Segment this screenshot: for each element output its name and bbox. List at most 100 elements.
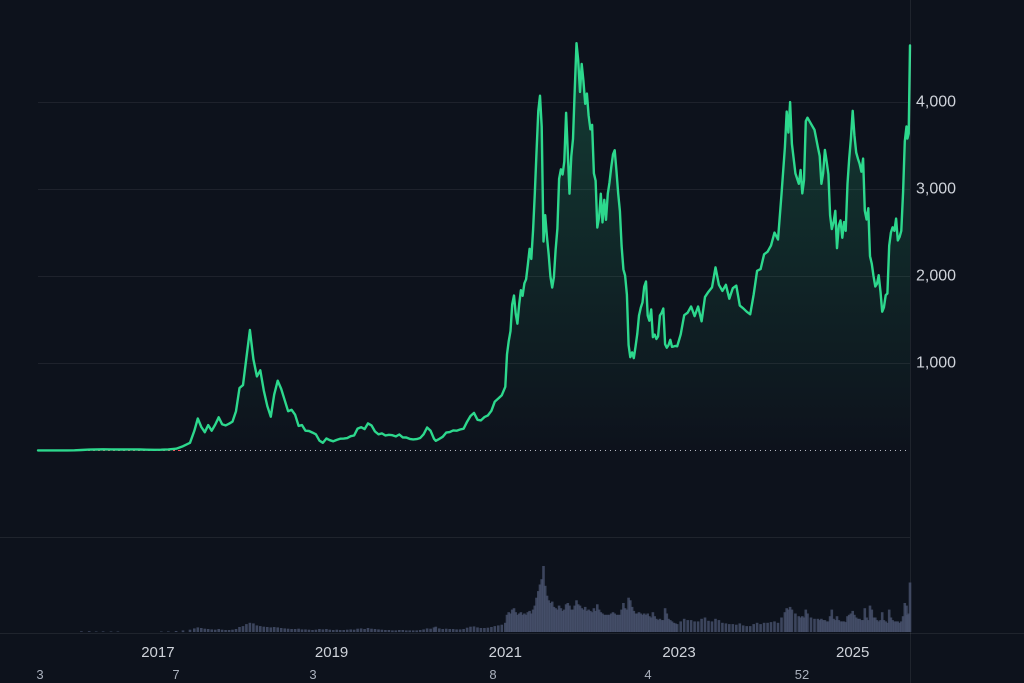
volume-bar [821, 620, 825, 632]
volume-bar [87, 631, 91, 632]
volume-bar [644, 614, 648, 632]
volume-bar [415, 630, 418, 633]
volume-bar [670, 621, 674, 632]
volume-bar [877, 621, 880, 632]
volume-bar [835, 616, 839, 632]
volume-bar [80, 631, 83, 632]
volume-bar [889, 617, 893, 632]
volume-bar [675, 624, 679, 632]
volume-bar [479, 628, 483, 632]
volume-bar [861, 620, 865, 632]
volume-bar [589, 610, 592, 632]
volume-bar [472, 626, 476, 632]
volume-bar [804, 609, 808, 632]
volume-bar [394, 630, 398, 633]
volume-bar [594, 610, 597, 632]
volume-bar [623, 608, 627, 632]
volume-bar [557, 605, 561, 632]
volume-bar [167, 631, 170, 632]
volume-bar [637, 612, 641, 632]
volume-bar [785, 608, 788, 632]
volume-bar [101, 631, 105, 632]
volume-bar [547, 600, 550, 632]
volume-bar [373, 629, 377, 632]
x-axis-partial-label: 8 [489, 667, 496, 682]
volume-bar [458, 629, 462, 632]
volume-bar [200, 628, 203, 632]
volume-bar [519, 612, 523, 632]
volume-bar [523, 613, 526, 632]
volume-bar [332, 630, 335, 632]
volume-bar [422, 629, 425, 632]
volume-bar [528, 610, 531, 632]
volume-bar [279, 628, 283, 632]
volume-bar [636, 613, 639, 632]
volume-bar [679, 621, 682, 632]
volume-bar [543, 585, 547, 632]
volume-bar [608, 614, 611, 632]
volume-bar [465, 627, 469, 632]
volume-bar [604, 614, 608, 632]
volume-bar [509, 613, 512, 632]
volume-bar [338, 630, 342, 632]
volume-bar [380, 629, 384, 632]
volume-bar [648, 616, 651, 632]
volume-bar [802, 617, 806, 632]
volume-bar [823, 620, 827, 632]
volume-bar [599, 612, 603, 632]
volume-bar [293, 629, 297, 632]
volume-bar [839, 621, 842, 632]
volume-bar [304, 629, 307, 632]
volume-bar [731, 624, 735, 632]
volume-bar [620, 609, 623, 632]
volume-bar [597, 609, 601, 632]
volume-bar [759, 624, 762, 632]
volume-bar [564, 604, 568, 632]
volume-bar [832, 618, 835, 632]
volume-bar [672, 622, 676, 632]
volume-bar [639, 613, 643, 632]
volume-bar [585, 610, 589, 632]
x-axis-tick-label: 2023 [662, 644, 695, 661]
volume-bar [328, 629, 332, 632]
volume-bar [418, 630, 422, 632]
volume-bar [318, 629, 321, 632]
volume-bar [686, 620, 689, 632]
volume-bar [193, 628, 196, 632]
volume-bar [514, 612, 517, 632]
volume-bar [880, 612, 884, 632]
volume-bar [651, 612, 655, 632]
volume-bar [860, 620, 863, 632]
volume-bar [893, 621, 896, 632]
volume-bar [356, 628, 359, 632]
volume-bar [794, 613, 797, 632]
price-line [36, 42, 912, 452]
volume-bar [582, 609, 585, 632]
volume-bar [234, 629, 238, 632]
volume-bar [533, 605, 537, 632]
volume-bar [116, 631, 120, 632]
volume-bar [755, 622, 759, 632]
volume-bar [625, 609, 629, 632]
volume-bar [703, 617, 707, 632]
volume-bar [352, 629, 356, 632]
volume-bar [583, 606, 587, 632]
volume-bar [94, 631, 98, 632]
volume-bar [632, 610, 636, 632]
volume-bar [174, 631, 178, 632]
volume-bar [429, 628, 432, 632]
volume-bar [721, 622, 724, 632]
volume-bar [231, 629, 234, 632]
volume-bar [540, 579, 543, 632]
volume-bar [571, 609, 575, 632]
volume-bar [196, 627, 200, 632]
volume-bar [627, 597, 630, 632]
volume-bar [345, 629, 349, 632]
volume-bar [425, 628, 429, 632]
volume-bar [580, 608, 583, 632]
volume-bar [363, 629, 366, 632]
x-axis-partial-label: 3 [309, 667, 316, 682]
volume-bar [269, 627, 273, 632]
volume-bar [851, 610, 854, 632]
